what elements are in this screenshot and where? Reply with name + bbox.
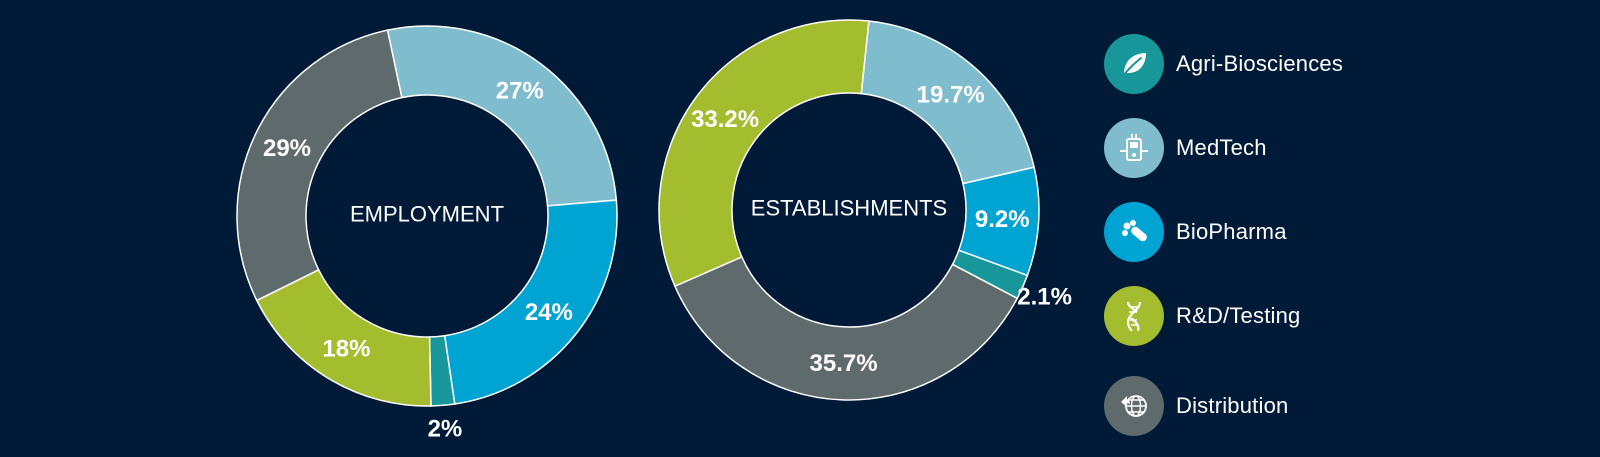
legend: Agri-Biosciences MedTech — [1104, 32, 1564, 442]
leaf-icon — [1104, 34, 1164, 94]
legend-label: Agri-Biosciences — [1176, 51, 1344, 76]
legend-label: MedTech — [1176, 135, 1267, 160]
slice-label-r-d-testing: 18% — [322, 336, 370, 363]
legend-item-biopharma: BioPharma — [1104, 200, 1564, 264]
slice-label-distribution: 29% — [263, 135, 311, 162]
slice-label-medtech: 19.7% — [917, 82, 985, 109]
slice-distribution — [236, 29, 403, 302]
slice-distribution — [673, 255, 1019, 401]
employment-donut-chart: 27% 24% 2% 18% 29% EMPLOYMENT — [236, 25, 618, 443]
dna-icon — [1104, 286, 1164, 346]
legend-item-agri-biosciences: Agri-Biosciences — [1104, 32, 1564, 96]
legend-label: Distribution — [1176, 393, 1289, 418]
establishments-donut-chart: 19.7% 9.2% 2.1% 35.7% 33.2% ESTABLISHMENTS — [658, 19, 1072, 401]
medical-device-icon — [1104, 118, 1164, 178]
slice-biopharma — [443, 199, 618, 405]
chart-center-title: EMPLOYMENT — [350, 202, 504, 227]
legend-item-medtech: MedTech — [1104, 116, 1564, 180]
chart-center-title: ESTABLISHMENTS — [751, 196, 947, 221]
globe-arrow-icon — [1104, 376, 1164, 436]
slice-label-agri-biosciences: 2% — [428, 416, 463, 443]
slice-label-medtech: 27% — [496, 78, 544, 105]
slice-label-biopharma: 24% — [525, 299, 573, 326]
slice-label-biopharma: 9.2% — [975, 206, 1030, 233]
slice-r-d-testing — [658, 19, 870, 288]
legend-item-distribution: Distribution — [1104, 374, 1564, 438]
legend-label: R&D/Testing — [1176, 303, 1301, 328]
slice-label-r-d-testing: 33.2% — [691, 106, 759, 133]
slice-label-agri-biosciences: 2.1% — [1017, 283, 1072, 310]
legend-item-rd-testing: R&D/Testing — [1104, 284, 1564, 348]
legend-label: BioPharma — [1176, 219, 1287, 244]
slice-medtech — [386, 25, 618, 207]
pills-icon — [1104, 202, 1164, 262]
slice-label-distribution: 35.7% — [810, 350, 878, 377]
